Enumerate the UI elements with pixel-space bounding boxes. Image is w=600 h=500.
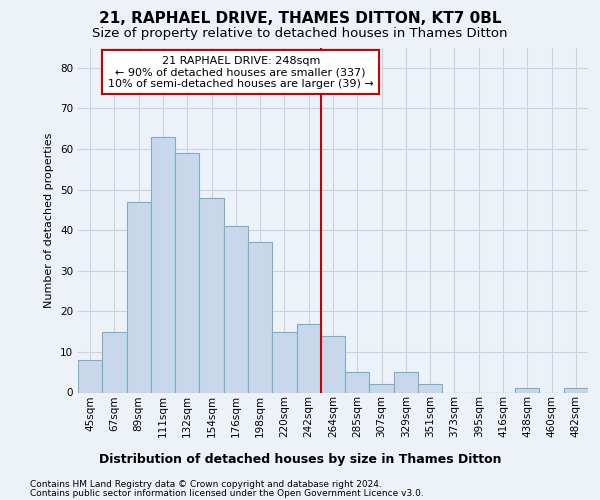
Bar (151, 137, 175, 392)
Bar (272, 332, 296, 392)
Bar (564, 388, 588, 392)
Text: Contains HM Land Registry data © Crown copyright and database right 2024.: Contains HM Land Registry data © Crown c… (30, 480, 382, 489)
Text: 21 RAPHAEL DRIVE: 248sqm
← 90% of detached houses are smaller (337)
10% of semi-: 21 RAPHAEL DRIVE: 248sqm ← 90% of detach… (108, 56, 374, 89)
Text: Size of property relative to detached houses in Thames Ditton: Size of property relative to detached ho… (92, 28, 508, 40)
Text: Contains public sector information licensed under the Open Government Licence v3: Contains public sector information licen… (30, 488, 424, 498)
Y-axis label: Number of detached properties: Number of detached properties (44, 132, 55, 308)
Bar (199, 198, 224, 392)
Text: Distribution of detached houses by size in Thames Ditton: Distribution of detached houses by size … (99, 452, 501, 466)
Bar (78, 360, 102, 392)
Bar (394, 372, 418, 392)
Bar (515, 388, 539, 392)
Bar (127, 202, 151, 392)
Bar (175, 153, 199, 392)
Bar (418, 384, 442, 392)
Text: 21, RAPHAEL DRIVE, THAMES DITTON, KT7 0BL: 21, RAPHAEL DRIVE, THAMES DITTON, KT7 0B… (99, 11, 501, 26)
Bar (296, 324, 321, 392)
Bar (102, 332, 127, 392)
Bar (248, 242, 272, 392)
Bar (370, 384, 394, 392)
Bar (321, 336, 345, 392)
Bar (345, 372, 370, 392)
Bar (224, 226, 248, 392)
